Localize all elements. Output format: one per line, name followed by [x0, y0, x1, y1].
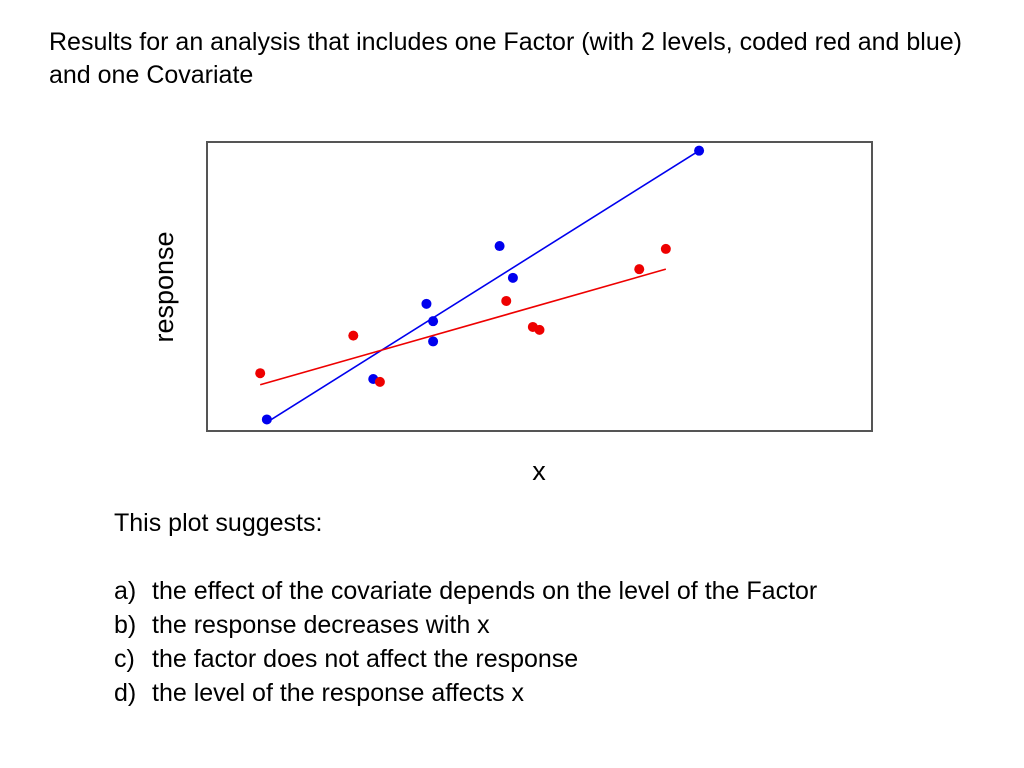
- answer-option-c: c) the factor does not affect the respon…: [114, 642, 994, 676]
- scatter-chart: x response: [149, 141, 873, 486]
- blue-data-point-5: [428, 336, 439, 347]
- blue-data-point-6: [494, 241, 505, 252]
- option-text: the response decreases with x: [152, 611, 490, 639]
- blue-data-point-3: [421, 298, 432, 309]
- blue-data-point-1: [261, 414, 272, 425]
- blue-data-point-7: [507, 272, 518, 283]
- plot-frame: [206, 141, 873, 432]
- answer-option-d: d) the level of the response affects x: [114, 676, 994, 710]
- option-text: the level of the response affects x: [152, 679, 524, 707]
- plot-layer: [255, 145, 705, 425]
- question-prompt: This plot suggests:: [114, 509, 323, 537]
- option-letter: a): [114, 577, 137, 605]
- question-block: This plot suggests: a) the effect of the…: [114, 506, 994, 710]
- red-data-point-7: [634, 264, 645, 275]
- blue-data-point-8: [694, 145, 705, 156]
- red-fit-line: [259, 268, 667, 386]
- red-data-point-1: [255, 368, 266, 379]
- red-data-point-2: [348, 330, 359, 341]
- red-data-point-6: [534, 324, 545, 335]
- option-text: the factor does not affect the response: [152, 645, 579, 673]
- answer-options: a) the effect of the covariate depends o…: [114, 574, 994, 710]
- red-data-point-8: [660, 243, 671, 254]
- answer-option-a: a) the effect of the covariate depends o…: [114, 574, 994, 608]
- answer-option-b: b) the response decreases with x: [114, 608, 994, 642]
- red-data-point-4: [501, 295, 512, 306]
- x-axis-label: x: [532, 456, 546, 486]
- blue-fit-line: [266, 149, 700, 424]
- y-axis-label: response: [149, 231, 179, 342]
- option-letter: d): [114, 679, 137, 707]
- blue-data-point-4: [428, 316, 439, 327]
- option-text: the effect of the covariate depends on t…: [152, 577, 818, 605]
- slide-title: Results for an analysis that includes on…: [49, 28, 962, 89]
- option-letter: b): [114, 611, 137, 639]
- red-data-point-3: [374, 376, 385, 387]
- option-letter: c): [114, 645, 135, 673]
